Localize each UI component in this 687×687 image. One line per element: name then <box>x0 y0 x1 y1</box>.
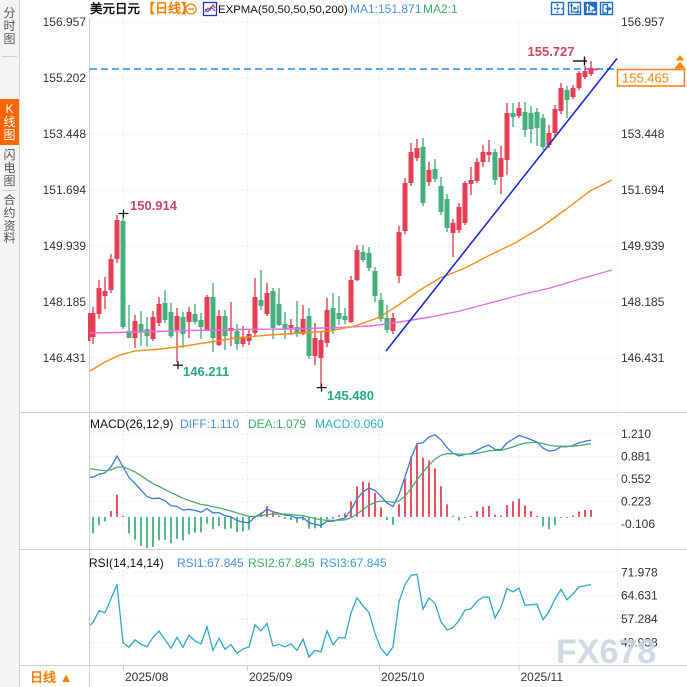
svg-text:146.431: 146.431 <box>43 351 87 365</box>
svg-text:49.938: 49.938 <box>621 636 658 650</box>
svg-text:151.694: 151.694 <box>621 183 665 197</box>
svg-text:64.631: 64.631 <box>621 589 658 603</box>
svg-text:148.185: 148.185 <box>621 295 665 309</box>
svg-text:155.202: 155.202 <box>43 71 87 85</box>
svg-text:EXPMA(50,50,50,50,200): EXPMA(50,50,50,50,200) <box>218 4 348 16</box>
svg-text:153.448: 153.448 <box>43 127 87 141</box>
svg-text:156.957: 156.957 <box>621 15 665 29</box>
svg-text:148.185: 148.185 <box>43 295 87 309</box>
svg-text:DIFF:1.110: DIFF:1.110 <box>180 417 239 431</box>
svg-text:2025/08: 2025/08 <box>125 670 169 684</box>
svg-text:155.727: 155.727 <box>528 44 575 59</box>
svg-text:2025/09: 2025/09 <box>249 670 293 684</box>
svg-text:MACD(26,12,9): MACD(26,12,9) <box>90 417 173 431</box>
svg-text:0.881: 0.881 <box>621 449 651 463</box>
svg-text:RSI2:67.845: RSI2:67.845 <box>248 556 315 570</box>
svg-text:DEA:1.079: DEA:1.079 <box>248 417 306 431</box>
svg-text:1.210: 1.210 <box>621 427 651 441</box>
svg-text:145.480: 145.480 <box>327 388 374 403</box>
svg-text:FX678: FX678 <box>556 633 656 671</box>
svg-text:155.465: 155.465 <box>622 71 669 86</box>
svg-text:151.694: 151.694 <box>43 183 87 197</box>
svg-text:日线 ▲: 日线 ▲ <box>30 670 72 685</box>
svg-text:0.223: 0.223 <box>621 495 651 509</box>
svg-text:150.914: 150.914 <box>130 198 178 213</box>
svg-text:【日线】: 【日线】 <box>142 1 194 16</box>
svg-text:RSI3:67.845: RSI3:67.845 <box>320 556 387 570</box>
svg-text:美元日元: 美元日元 <box>90 1 141 16</box>
svg-text:149.939: 149.939 <box>43 239 87 253</box>
svg-text:MACD:0.060: MACD:0.060 <box>315 417 384 431</box>
svg-text:RSI(14,14,14): RSI(14,14,14) <box>89 556 164 570</box>
svg-text:MA2:1: MA2:1 <box>423 2 458 16</box>
svg-text:57.284: 57.284 <box>621 612 658 626</box>
svg-text:149.939: 149.939 <box>621 239 665 253</box>
svg-text:156.957: 156.957 <box>43 15 87 29</box>
svg-text:2025/11: 2025/11 <box>521 670 564 684</box>
svg-text:0.552: 0.552 <box>621 472 651 486</box>
svg-text:RSI1:67.845: RSI1:67.845 <box>177 556 244 570</box>
svg-text:MA1:151.871: MA1:151.871 <box>350 2 422 16</box>
svg-text:2025/10: 2025/10 <box>381 670 425 684</box>
svg-text:-0.106: -0.106 <box>621 517 655 531</box>
svg-text:71.978: 71.978 <box>621 565 658 579</box>
svg-text:153.448: 153.448 <box>621 127 665 141</box>
svg-text:146.211: 146.211 <box>183 364 229 379</box>
svg-text:146.431: 146.431 <box>621 351 665 365</box>
